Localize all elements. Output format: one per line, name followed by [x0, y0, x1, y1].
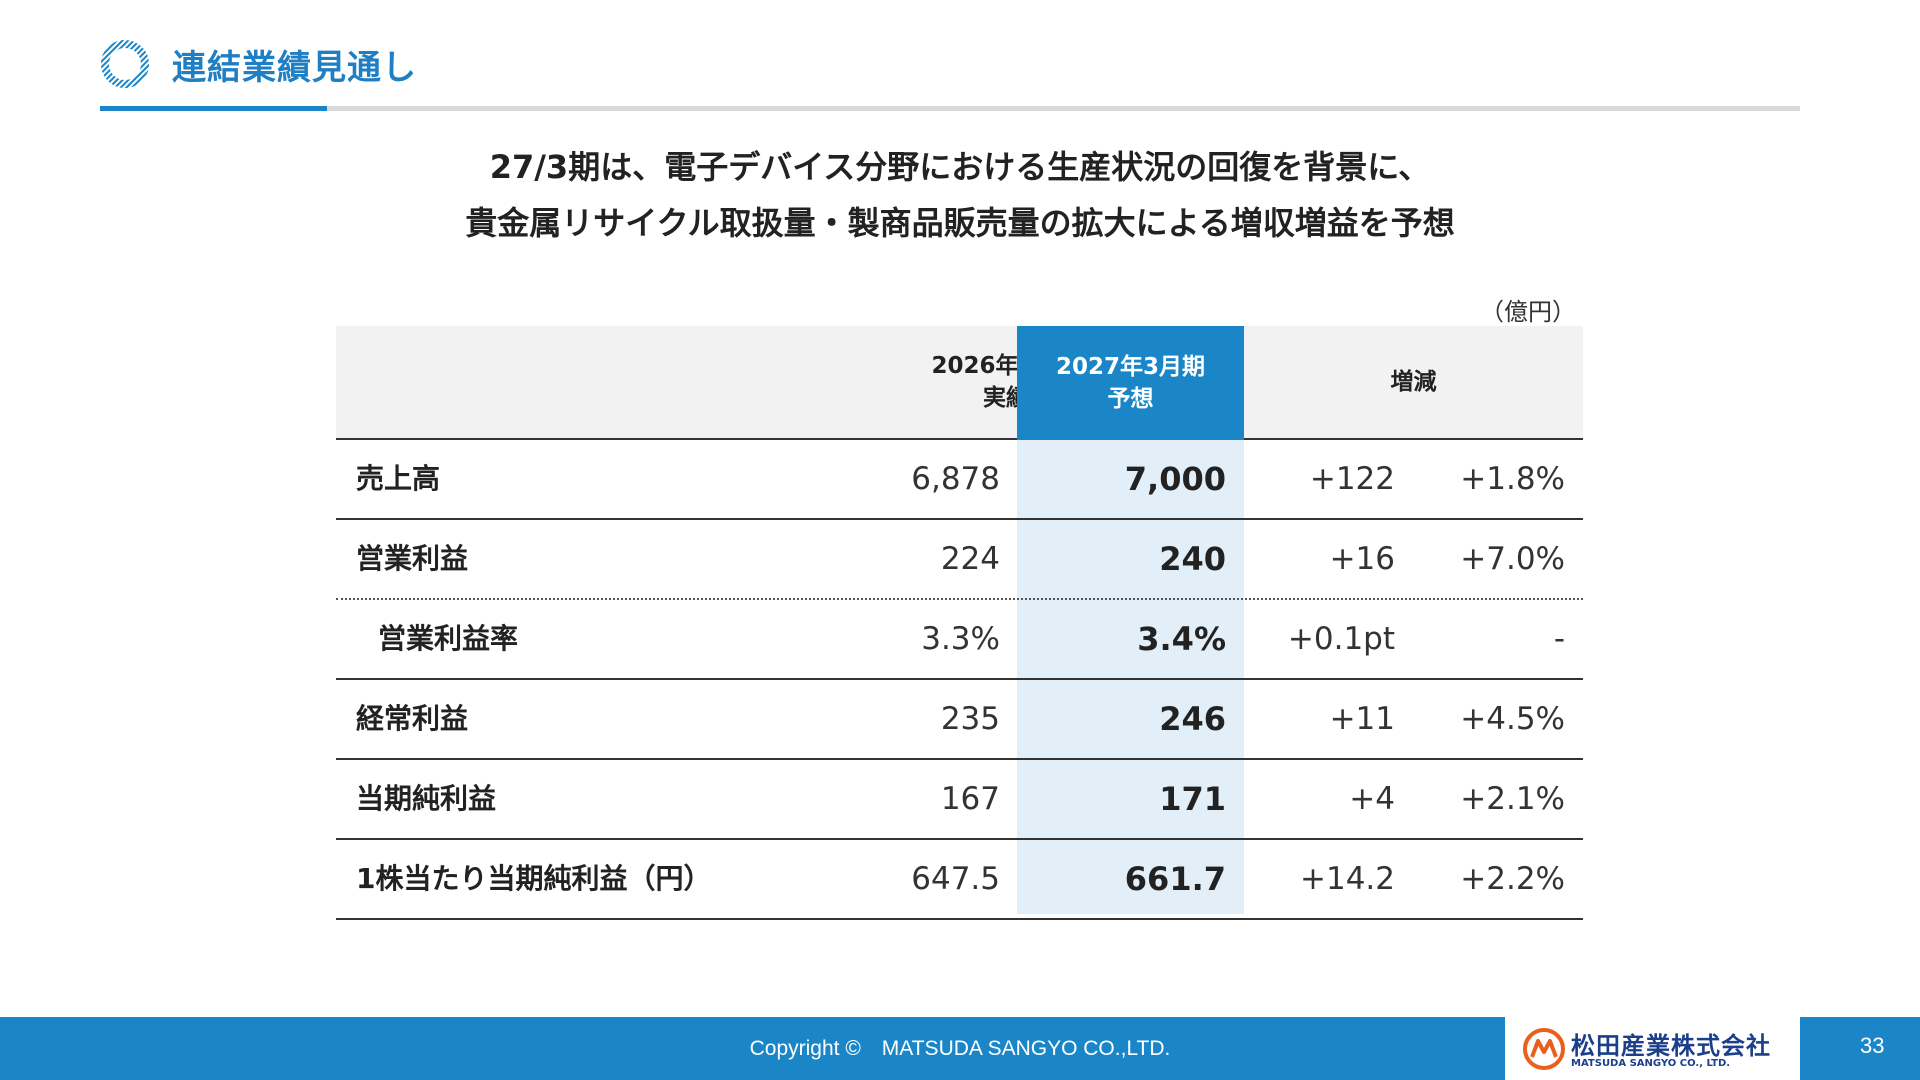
subtitle-line-1: 27/3期は、電子デバイス分野における生産状況の回復を背景に、 — [489, 148, 1431, 186]
table-row: 営業利益 224 240 +16 +7.0% — [336, 520, 1583, 600]
header-change: 増減 — [1244, 326, 1583, 438]
table-row: 当期純利益 167 171 +4 +2.1% — [336, 760, 1583, 840]
prev-value: 647.5 — [911, 861, 1000, 897]
change-amount: +122 — [1309, 461, 1395, 497]
forecast-table: 2026年3月期 実績 2027年3月期 予想 増減 売上高 6,878 7,0… — [336, 326, 1583, 920]
change-amount: +14.2 — [1300, 861, 1395, 897]
table-row: 1株当たり当期純利益（円） 647.5 661.7 +14.2 +2.2% — [336, 840, 1583, 920]
change-percent: +1.8% — [1460, 461, 1565, 497]
row-label: 当期純利益 — [356, 782, 497, 815]
row-label: 経常利益 — [356, 702, 469, 735]
change-percent: - — [1553, 621, 1565, 657]
company-name-en: MATSUDA SANGYO CO., LTD. — [1571, 1058, 1731, 1069]
forecast-value: 171 — [1159, 780, 1226, 818]
table-row: 売上高 6,878 7,000 +122 +1.8% — [336, 440, 1583, 520]
header-forecast-type: 予想 — [1107, 386, 1154, 412]
header-change-label: 増減 — [1390, 369, 1437, 395]
striped-ring-icon — [101, 40, 149, 88]
prev-value: 235 — [940, 701, 1000, 737]
change-amount: +0.1pt — [1287, 621, 1395, 657]
header-divider — [100, 106, 1800, 111]
copyright-text: Copyright © MATSUDA SANGYO CO.,LTD. — [749, 1037, 1171, 1060]
company-name-jp: 松田産業株式会社 — [1571, 1032, 1771, 1060]
change-percent: +7.0% — [1460, 541, 1565, 577]
change-amount: +11 — [1329, 701, 1395, 737]
table-row: 経常利益 235 246 +11 +4.5% — [336, 680, 1583, 760]
forecast-value: 246 — [1159, 700, 1226, 738]
change-amount: +4 — [1349, 781, 1395, 817]
company-logo: 松田産業株式会社 MATSUDA SANGYO CO., LTD. — [1505, 1017, 1800, 1080]
prev-value: 167 — [940, 781, 1000, 817]
prev-value: 3.3% — [921, 621, 1000, 657]
subtitle-line-2: 貴金属リサイクル取扱量・製商品販売量の拡大による増収増益を予想 — [465, 204, 1455, 242]
change-percent: +2.2% — [1460, 861, 1565, 897]
change-amount: +16 — [1329, 541, 1395, 577]
row-label: 営業利益 — [356, 542, 469, 575]
change-percent: +4.5% — [1460, 701, 1565, 737]
forecast-value: 240 — [1159, 540, 1226, 578]
company-logo-mark-icon — [1523, 1028, 1565, 1070]
header-divider-accent — [100, 106, 327, 111]
row-label: 売上高 — [356, 462, 441, 495]
forecast-value: 3.4% — [1137, 620, 1226, 658]
page-title: 連結業績見通し — [172, 47, 417, 88]
row-label: 1株当たり当期純利益（円） — [356, 862, 712, 895]
prev-value: 6,878 — [911, 461, 1000, 497]
slide-header: 連結業績見通し — [100, 40, 417, 88]
page-number: 33 — [1860, 1033, 1885, 1058]
forecast-value: 7,000 — [1124, 460, 1226, 498]
prev-value: 224 — [940, 541, 1000, 577]
header-forecast-year: 2027年3月期 予想 — [1017, 326, 1244, 440]
header-forecast-period: 2027年3月期 — [1055, 354, 1206, 380]
row-label: 営業利益率 — [378, 622, 519, 655]
table-header: 2026年3月期 実績 2027年3月期 予想 増減 — [336, 326, 1583, 440]
forecast-value: 661.7 — [1124, 860, 1226, 898]
change-percent: +2.1% — [1460, 781, 1565, 817]
unit-label: （億円） — [1480, 298, 1576, 326]
table-row: 営業利益率 3.3% 3.4% +0.1pt - — [336, 600, 1583, 680]
